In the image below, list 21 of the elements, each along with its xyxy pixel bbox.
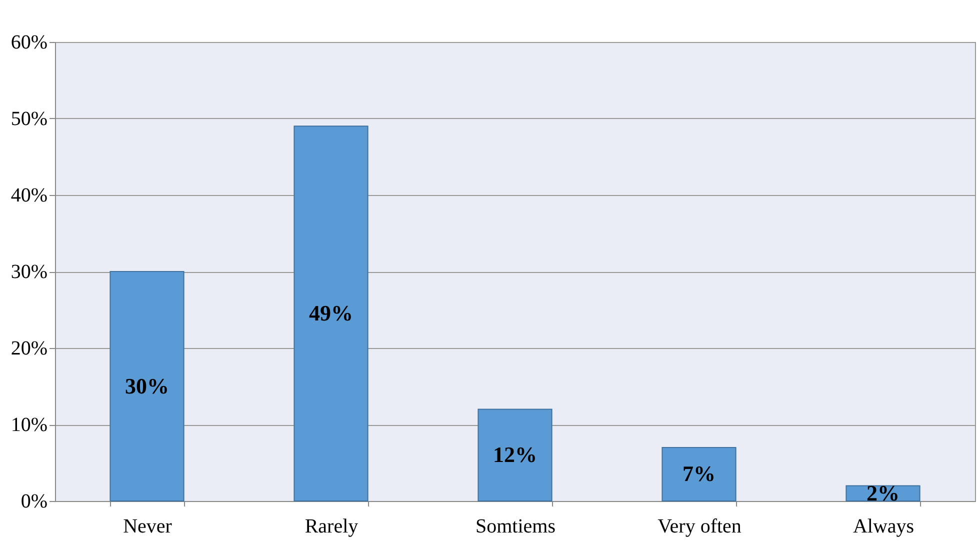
data-label: 12% xyxy=(493,442,537,468)
x-tick-label: Always xyxy=(852,516,914,538)
x-tick-label: Somtiems xyxy=(475,516,556,538)
y-tick-label: 50% xyxy=(10,108,48,130)
bar xyxy=(110,271,184,502)
bar xyxy=(294,126,368,502)
bar xyxy=(662,446,736,502)
x-tick-label: Never xyxy=(123,516,172,538)
y-tick-label: 10% xyxy=(10,414,48,436)
y-tick-label: 20% xyxy=(10,338,48,360)
data-label: 49% xyxy=(309,300,353,326)
x-tick-label: Rarely xyxy=(304,516,358,538)
x-tick-label: Very often xyxy=(658,516,742,538)
data-label: 7% xyxy=(682,461,716,486)
y-tick-label: 0% xyxy=(20,490,48,512)
y-tick-label: 30% xyxy=(10,261,48,283)
data-label: 2% xyxy=(866,480,900,506)
y-tick-label: 60% xyxy=(10,32,48,54)
bar xyxy=(478,408,552,502)
y-tick-label: 40% xyxy=(10,184,48,206)
data-label: 30% xyxy=(125,373,169,398)
